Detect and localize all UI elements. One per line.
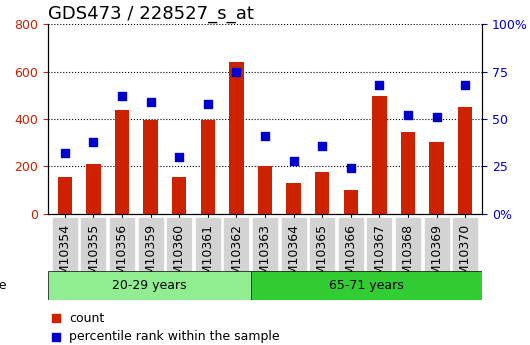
Bar xyxy=(86,164,101,214)
Text: 20-29 years: 20-29 years xyxy=(112,279,187,292)
Bar xyxy=(229,62,244,214)
Bar xyxy=(429,141,444,214)
Point xyxy=(60,150,69,156)
Text: age: age xyxy=(0,279,7,292)
Point xyxy=(289,158,298,164)
Point xyxy=(432,115,441,120)
Bar xyxy=(286,183,301,214)
Point xyxy=(375,82,384,88)
Text: percentile rank within the sample: percentile rank within the sample xyxy=(69,330,280,343)
Bar xyxy=(251,271,482,300)
Point xyxy=(340,77,348,82)
Point xyxy=(261,133,269,139)
Bar xyxy=(201,120,215,214)
Point xyxy=(146,99,155,105)
Bar xyxy=(58,177,72,214)
Bar xyxy=(401,132,415,214)
Point xyxy=(89,139,98,145)
Point xyxy=(347,166,355,171)
Text: count: count xyxy=(69,312,105,325)
Text: GDS473 / 228527_s_at: GDS473 / 228527_s_at xyxy=(48,5,253,23)
Bar xyxy=(343,190,358,214)
Point xyxy=(232,69,241,74)
Bar xyxy=(115,109,129,214)
Point xyxy=(175,154,183,160)
Bar xyxy=(315,172,329,214)
Bar xyxy=(258,167,272,214)
Bar xyxy=(48,271,251,300)
Point xyxy=(461,82,470,88)
Point xyxy=(118,93,126,99)
Bar xyxy=(172,177,187,214)
Bar xyxy=(458,107,472,214)
Bar xyxy=(372,97,386,214)
Point xyxy=(204,101,212,107)
Point xyxy=(404,112,412,118)
Text: 65-71 years: 65-71 years xyxy=(329,279,404,292)
Point xyxy=(340,246,348,252)
Bar xyxy=(144,120,158,214)
Point xyxy=(318,143,326,148)
